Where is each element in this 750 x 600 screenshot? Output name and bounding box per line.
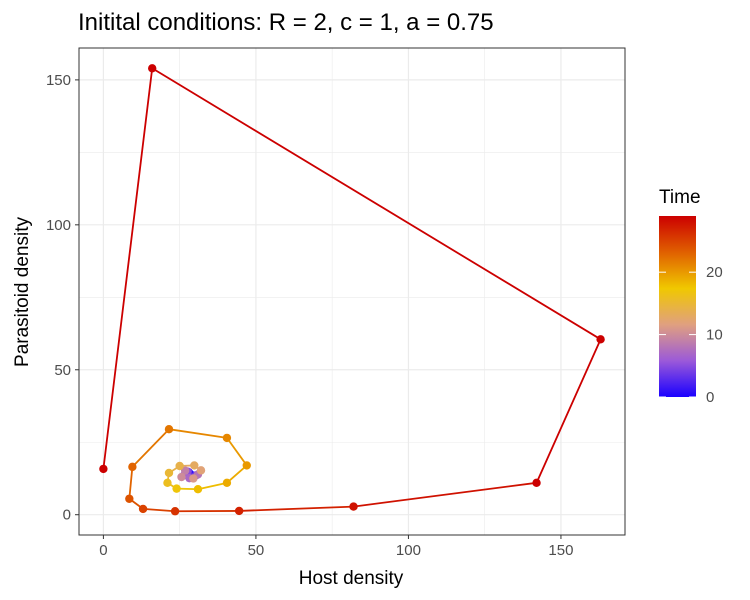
data-point (242, 461, 251, 470)
data-point (175, 461, 184, 471)
data-point (99, 464, 108, 474)
data-point (163, 478, 172, 488)
data-point (196, 466, 206, 475)
data-point (125, 494, 134, 503)
data-point (177, 472, 186, 482)
data-point (189, 474, 198, 483)
legend: Time 0 10 20 (659, 187, 723, 406)
data-point (172, 484, 181, 493)
data-point (349, 502, 358, 511)
chart-title: Initital conditions: R = 2, c = 1, a = 0… (78, 9, 494, 36)
legend-tick-label: 20 (706, 264, 723, 281)
plot-panel (79, 48, 625, 535)
legend-title: Time (659, 187, 701, 208)
data-point (170, 507, 180, 516)
y-tick-label: 150 (46, 72, 71, 89)
data-point (128, 462, 137, 472)
legend-colorbar (659, 216, 696, 397)
data-point (190, 461, 199, 470)
data-point (164, 468, 174, 478)
data-point (596, 335, 605, 344)
data-point (193, 484, 203, 494)
legend-tick-label: 10 (706, 327, 723, 344)
y-axis-ticks: 0 50 100 150 (46, 72, 79, 524)
x-tick-label: 50 (248, 542, 265, 559)
y-axis-title: Parasitoid density (12, 217, 33, 367)
legend-ticks: 0 10 20 (659, 264, 723, 406)
data-point (164, 424, 174, 434)
data-point (180, 466, 190, 475)
trajectory-segment (535, 338, 602, 484)
x-tick-label: 150 (548, 542, 573, 559)
y-tick-label: 50 (54, 362, 71, 379)
trajectory-points (99, 64, 605, 516)
trajectory-segment (131, 428, 170, 468)
data-point (222, 433, 232, 443)
grid-lines (79, 48, 625, 535)
x-axis-title: Host density (299, 568, 404, 589)
data-point (138, 504, 148, 514)
x-tick-label: 100 (396, 542, 421, 559)
trajectory-segment (151, 67, 602, 341)
data-point (234, 506, 244, 516)
trajectory-segment (168, 428, 228, 439)
trajectory-segment (226, 464, 248, 484)
trajectory-segment (197, 481, 228, 491)
legend-tick-label: 0 (706, 389, 714, 406)
trajectory-segment (128, 465, 134, 500)
data-point (222, 478, 232, 488)
data-point (532, 478, 541, 488)
y-tick-label: 100 (46, 217, 71, 234)
trajectory-segment (238, 505, 355, 512)
y-tick-label: 0 (63, 507, 71, 524)
x-axis-ticks: 0 50 100 150 (99, 535, 573, 559)
trajectory-segment (142, 508, 176, 513)
trajectory-segment (102, 67, 154, 470)
plot-border (78, 47, 626, 536)
trajectory-segment (352, 481, 538, 508)
x-tick-label: 0 (99, 542, 107, 559)
data-point (148, 64, 157, 73)
trajectory-segment (226, 436, 248, 467)
